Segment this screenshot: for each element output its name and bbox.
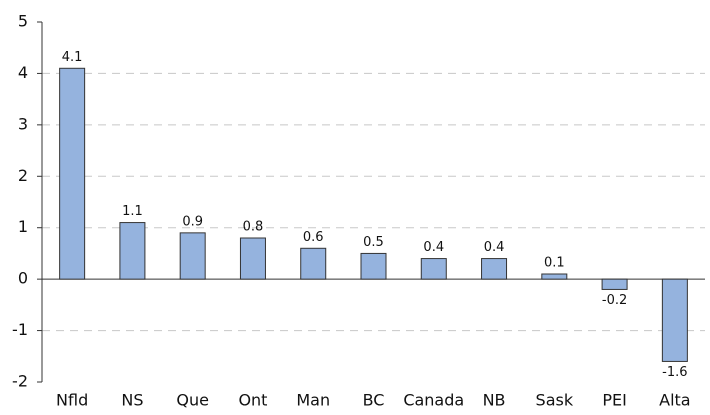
x-tick-label: Sask <box>536 391 574 410</box>
x-tick-label: NB <box>483 391 506 410</box>
value-label: 1.1 <box>122 204 143 219</box>
x-tick-label: Canada <box>403 391 464 410</box>
y-tick-label: 1 <box>18 217 28 236</box>
value-label: 0.4 <box>484 240 505 255</box>
y-tick-label: -1 <box>12 320 28 339</box>
y-tick-label: -2 <box>12 372 28 391</box>
y-tick-label: 2 <box>18 166 28 185</box>
y-tick-label: 5 <box>18 12 28 31</box>
bar <box>179 232 206 280</box>
y-tick-label: 3 <box>18 114 28 133</box>
bar <box>119 222 146 280</box>
x-tick-label: Nfld <box>56 391 88 410</box>
bar <box>360 252 387 280</box>
x-tick-label: Man <box>296 391 330 410</box>
x-tick-label: Ont <box>238 391 267 410</box>
bar <box>420 258 447 280</box>
x-tick-label: BC <box>363 391 385 410</box>
value-label: 0.5 <box>363 235 384 250</box>
x-tick-label: NS <box>121 391 143 410</box>
y-tick-label: 4 <box>18 63 28 82</box>
value-label: 4.1 <box>62 50 83 65</box>
bar <box>300 247 327 280</box>
value-label: 0.4 <box>423 240 444 255</box>
y-tick-label: 0 <box>18 269 28 288</box>
bar <box>481 258 508 280</box>
value-label: 0.9 <box>182 214 203 229</box>
bar <box>239 237 266 280</box>
x-tick-label: PEI <box>602 391 626 410</box>
bar <box>601 278 628 290</box>
value-label: -0.2 <box>602 293 627 308</box>
value-label: -1.6 <box>662 365 687 380</box>
bar <box>541 273 568 280</box>
bar <box>59 67 86 280</box>
x-tick-label: Que <box>176 391 209 410</box>
value-label: 0.8 <box>243 220 264 235</box>
x-tick-label: Alta <box>659 391 690 410</box>
bar <box>661 278 688 362</box>
value-label: 0.1 <box>544 256 565 271</box>
value-label: 0.6 <box>303 230 324 245</box>
